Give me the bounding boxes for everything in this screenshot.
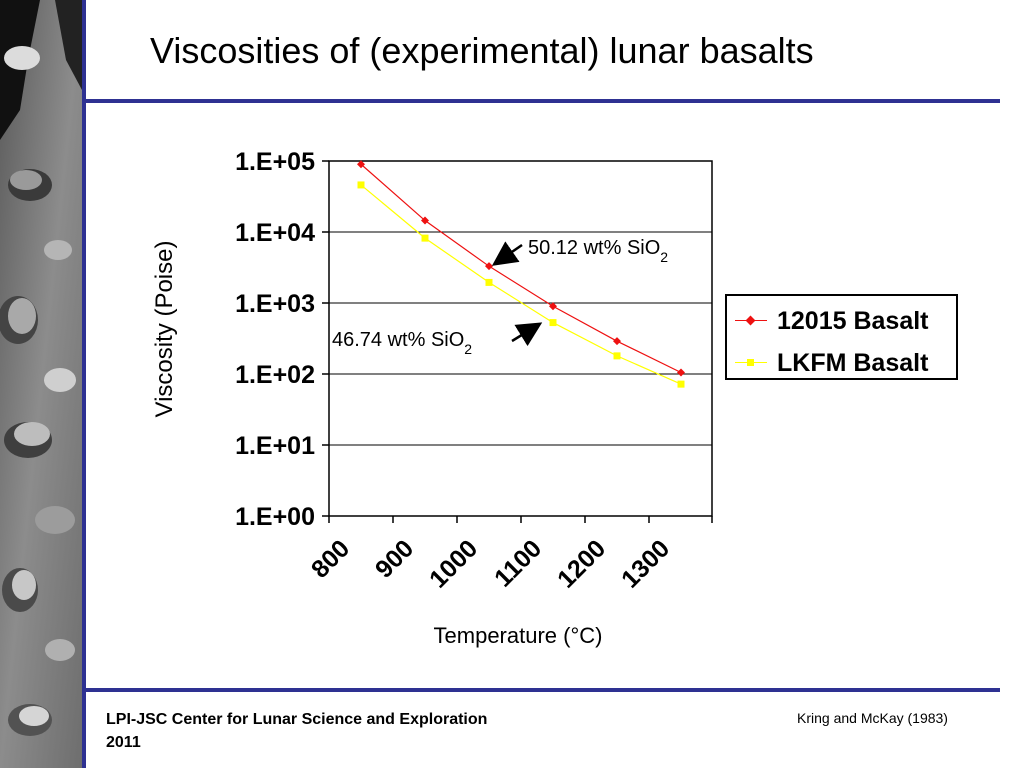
y-tick-label: 1.E+05 <box>235 148 315 176</box>
vertical-accent-line <box>82 0 86 768</box>
data-point-square <box>677 380 685 388</box>
footer-org-name: LPI-JSC Center for Lunar Science and Exp… <box>106 711 488 728</box>
x-tick-label: 1000 <box>424 534 483 593</box>
title-underline <box>82 99 1000 103</box>
data-point-square <box>549 319 557 327</box>
annotation-arrow <box>491 241 523 266</box>
viscosity-chart: 1.E+00 1.E+01 1.E+02 1.E+03 1.E+04 1.E+05 800 9… <box>151 148 713 648</box>
annotation-arrow <box>511 322 543 347</box>
data-point-square <box>357 181 365 189</box>
lunar-surface-image <box>0 0 82 768</box>
data-point-diamond <box>549 302 557 311</box>
legend-item-lkfm: LKFM Basalt <box>735 348 928 378</box>
footer-citation: Kring and McKay (1983) <box>797 710 948 726</box>
footer-divider <box>82 688 1000 692</box>
legend-square-marker <box>747 359 754 366</box>
legend-label-lkfm: LKFM Basalt <box>777 348 929 377</box>
data-point-diamond <box>613 337 621 346</box>
y-tick-label: 1.E+02 <box>235 361 315 389</box>
legend-label-12015: 12015 Basalt <box>777 306 929 335</box>
data-point-square <box>485 278 493 286</box>
data-point-diamond <box>485 262 493 271</box>
y-axis-label: Viscosity (Poise) <box>151 241 178 418</box>
y-tick-label: 1.E+00 <box>235 503 315 531</box>
x-tick-label: 900 <box>370 534 419 583</box>
legend-diamond-marker <box>745 315 756 326</box>
data-point-square <box>613 352 621 360</box>
x-tick-label: 1100 <box>489 534 547 592</box>
legend-swatch-12015 <box>735 306 767 336</box>
x-tick-label: 800 <box>306 534 355 583</box>
series-line-0 <box>360 163 682 374</box>
x-axis-label: Temperature (°C) <box>434 623 603 648</box>
data-point-diamond <box>677 368 685 377</box>
data-point-square <box>421 234 429 242</box>
footer-year: 2011 <box>106 734 141 751</box>
x-tick-label: 1300 <box>616 534 675 593</box>
legend-item-12015: 12015 Basalt <box>735 306 929 336</box>
data-point-diamond <box>357 160 365 169</box>
data-point-diamond <box>421 216 429 225</box>
slide-title: Viscosities of (experimental) lunar basa… <box>150 30 814 71</box>
y-tick-label: 1.E+03 <box>235 290 315 318</box>
y-tick-label: 1.E+04 <box>235 219 315 247</box>
footer-organization: LPI-JSC Center for Lunar Science and Exp… <box>106 708 596 754</box>
y-tick-label: 1.E+01 <box>235 432 315 460</box>
x-tick-label: 1200 <box>552 534 611 593</box>
chart-legend: 12015 Basalt LKFM Basalt <box>725 294 958 380</box>
legend-swatch-lkfm <box>735 348 767 378</box>
series-line-1 <box>360 184 682 385</box>
